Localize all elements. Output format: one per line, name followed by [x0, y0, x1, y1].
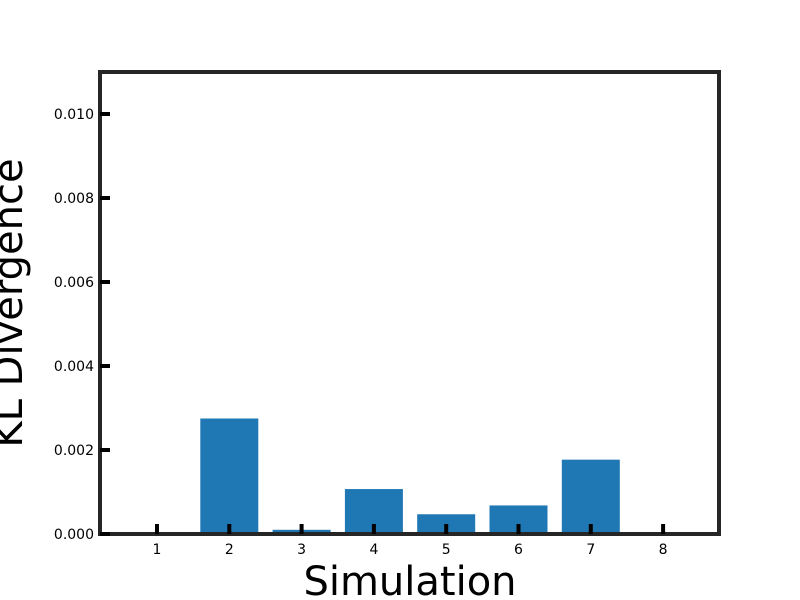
bar-sim-7 [561, 459, 620, 534]
x-tick-label: 4 [369, 542, 378, 558]
x-axis-ticks: 1 2 3 4 5 6 7 8 [153, 524, 668, 558]
y-axis-ticks: 0.000 0.002 0.004 0.006 0.008 0.010 [54, 107, 110, 543]
bar-sim-2 [200, 418, 259, 534]
y-tick-label: 0.010 [54, 107, 94, 123]
y-tick-label: 0.000 [54, 527, 94, 543]
x-tick-label: 2 [225, 542, 234, 558]
bars-group [200, 418, 620, 534]
y-tick-label: 0.004 [54, 359, 94, 375]
x-axis-title: Simulation [303, 559, 516, 600]
x-tick-label: 6 [514, 542, 523, 558]
y-axis-title: KL Divergence [0, 158, 32, 447]
x-tick-label: 1 [153, 542, 162, 558]
x-tick-label: 7 [586, 542, 595, 558]
x-tick-label: 5 [442, 542, 451, 558]
y-tick-label: 0.008 [54, 191, 94, 207]
y-tick-label: 0.002 [54, 443, 94, 459]
x-tick-label: 3 [297, 542, 306, 558]
y-tick-label: 0.006 [54, 275, 94, 291]
plot-frame [98, 70, 721, 536]
x-tick-label: 8 [659, 542, 668, 558]
